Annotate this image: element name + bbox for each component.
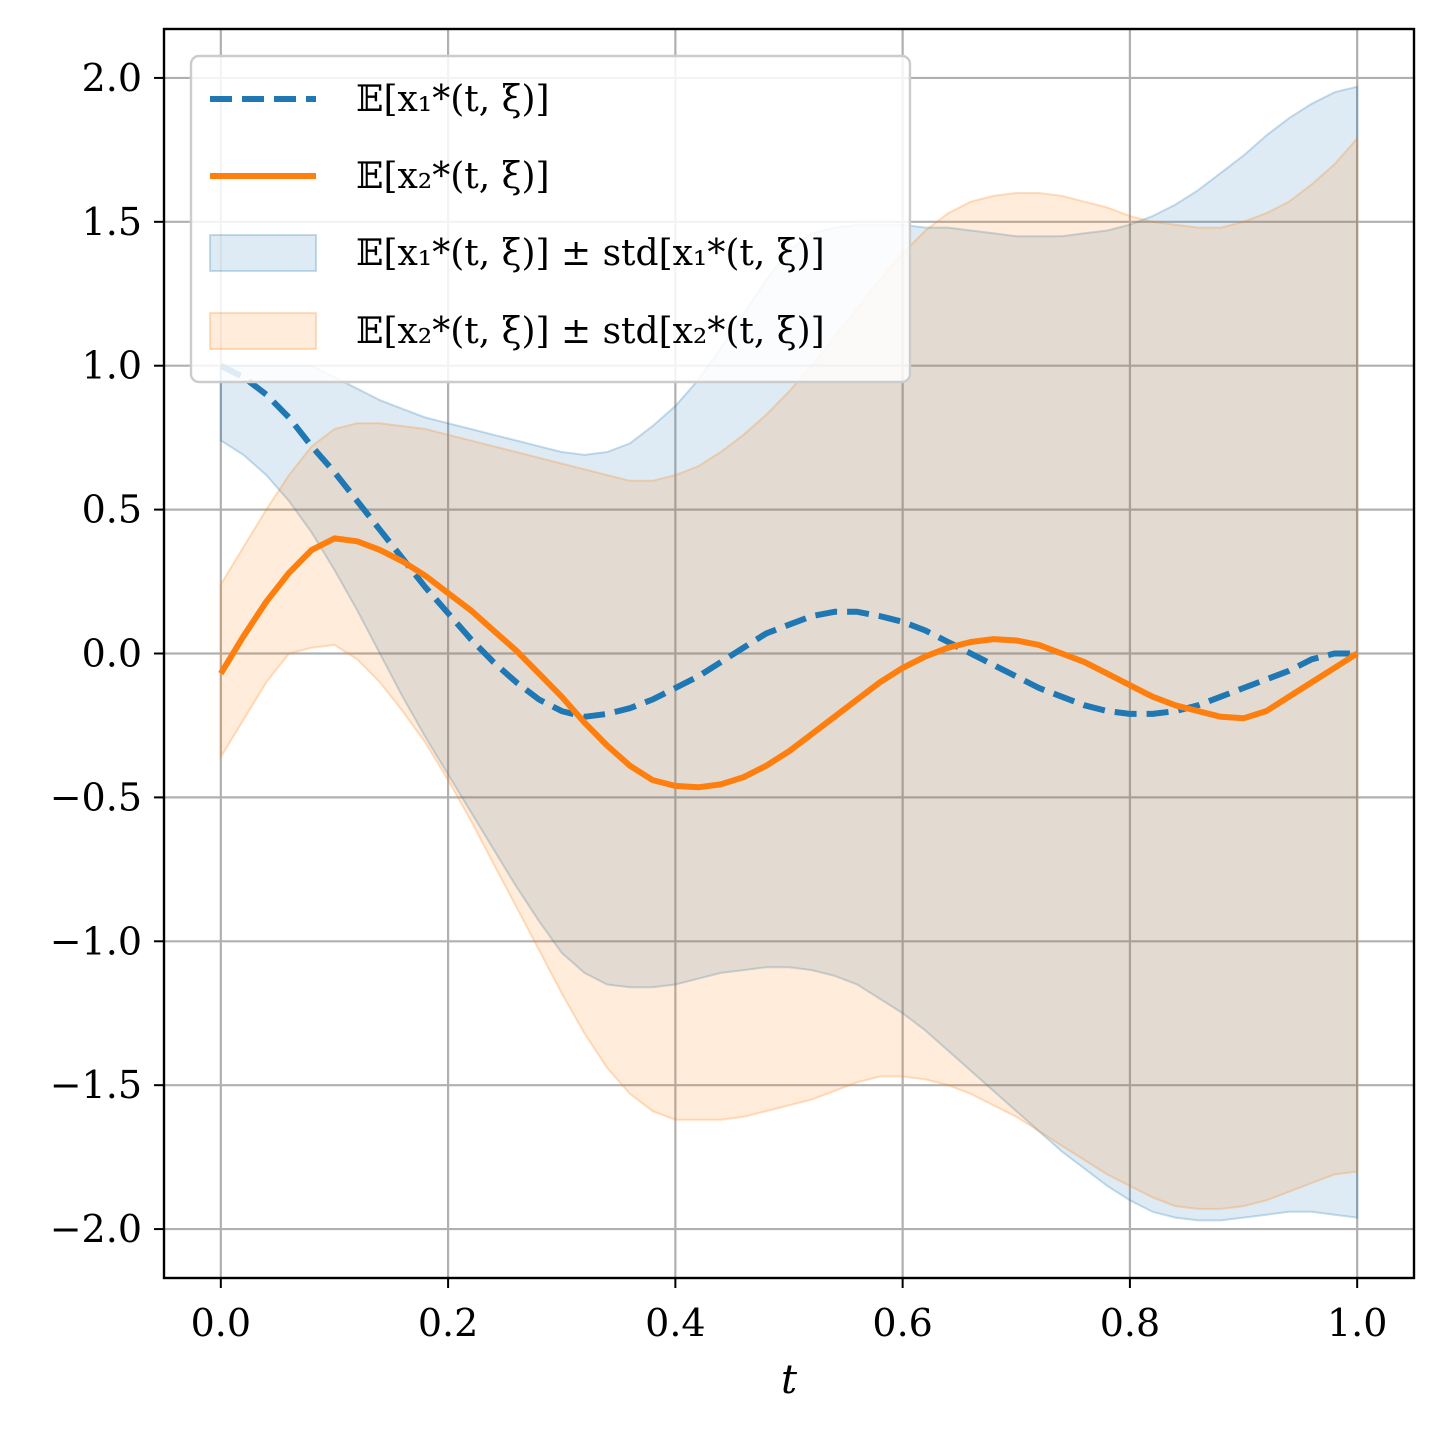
x-tick-label: 0.8 xyxy=(1100,1301,1160,1345)
y-tick-label: −1.0 xyxy=(50,919,142,963)
y-tick-label: 0.0 xyxy=(82,632,142,676)
x-tick-label: 0.6 xyxy=(872,1301,932,1345)
x-axis-label: t xyxy=(781,1357,798,1403)
axis-ticks: 0.0 0.2 0.4 0.6 0.8 1.0 2.0 1.5 1.0 0.5 0.0 −0.5 −1.… xyxy=(50,56,1388,1345)
y-tick-label: 1.0 xyxy=(82,344,142,388)
legend-swatch xyxy=(209,234,317,272)
x-tick-label: 0.4 xyxy=(645,1301,705,1345)
legend-label: 𝔼[x₂*(t, ξ)] xyxy=(356,156,550,197)
legend: 𝔼[x₁*(t, ξ)] 𝔼[x₂*(t, ξ)] 𝔼[x₁*(t, ξ)] ± s… xyxy=(189,54,912,384)
legend-box xyxy=(189,54,912,384)
std-bands xyxy=(219,85,1359,1222)
legend-label: 𝔼[x₂*(t, ξ)] ± std[x₂*(t, ξ)] xyxy=(356,311,825,352)
y-tick-label: 1.5 xyxy=(82,200,142,244)
y-tick-label: −1.5 xyxy=(50,1063,142,1107)
x-tick-label: 0.0 xyxy=(191,1301,251,1345)
y-tick-label: 0.5 xyxy=(82,488,142,532)
mean-line-series-1 xyxy=(219,363,1358,720)
legend-label: 𝔼[x₁*(t, ξ)] ± std[x₁*(t, ξ)] xyxy=(356,233,825,274)
x-tick-label: 0.2 xyxy=(418,1301,478,1345)
legend-label: 𝔼[x₁*(t, ξ)] xyxy=(356,79,550,120)
mean-line-series-2 xyxy=(218,535,1359,791)
std-band-series-2 xyxy=(219,135,1359,1210)
std-band-series-1 xyxy=(219,85,1359,1222)
y-tick-label: −0.5 xyxy=(50,775,142,819)
mean-lines xyxy=(218,363,1359,791)
y-tick-label: −2.0 xyxy=(50,1207,142,1251)
x-tick-label: 1.0 xyxy=(1327,1301,1387,1345)
y-tick-label: 2.0 xyxy=(82,56,142,100)
legend-swatch xyxy=(209,312,317,350)
